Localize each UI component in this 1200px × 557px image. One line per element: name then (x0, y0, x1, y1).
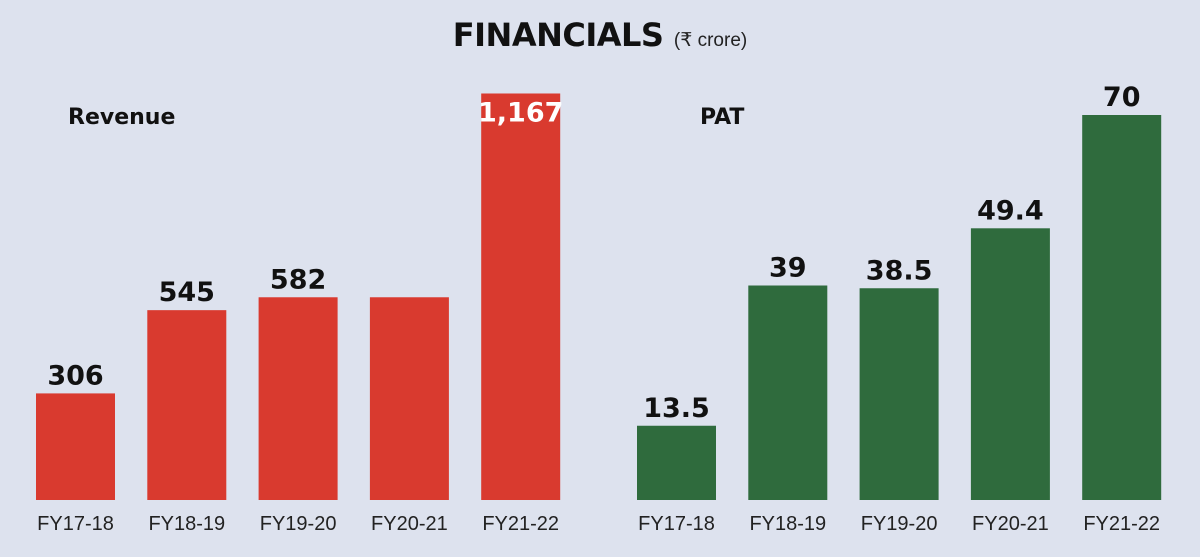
revenue-bar-fy20-21 (369, 297, 449, 500)
pat-tick-label: FY18-19 (749, 513, 826, 535)
revenue-bar-fy18-19 (147, 310, 227, 500)
pat-title: PAT (700, 105, 744, 130)
pat-chart: PAT 13.5 FY17-18 39 FY18-19 38.5 FY19-20 49.4 FY… (637, 82, 1162, 535)
chart-header: FINANCIALS (₹ crore) (0, 16, 1200, 54)
pat-bar-fy20-21 (970, 228, 1050, 501)
pat-bar-fy17-18 (637, 425, 716, 500)
pat-value-label: 70 (1103, 82, 1141, 113)
revenue-value-label: 1,167 (478, 97, 563, 128)
revenue-bar-fy17-18 (36, 393, 115, 500)
revenue-bar-fy21-22 (481, 93, 561, 501)
revenue-value-label: 545 (159, 277, 215, 308)
pat-value-label: 38.5 (866, 255, 933, 286)
revenue-tick-label: FY21-22 (482, 513, 559, 535)
revenue-title: Revenue (68, 105, 175, 130)
revenue-value-label: 582 (270, 264, 326, 295)
revenue-tick-label: FY19-20 (260, 513, 337, 535)
pat-value-label: 13.5 (643, 393, 710, 424)
revenue-tick-label: FY20-21 (371, 513, 448, 535)
main-title: FINANCIALS (452, 16, 664, 54)
pat-bar-fy19-20 (859, 288, 939, 500)
unit-label: (₹ crore) (673, 30, 748, 51)
revenue-tick-label: FY18-19 (148, 513, 225, 535)
revenue-value-label: 306 (47, 360, 103, 391)
pat-tick-label: FY21-22 (1083, 513, 1160, 535)
pat-value-label: 49.4 (977, 195, 1044, 226)
pat-bar-fy21-22 (1082, 115, 1162, 500)
revenue-chart: Revenue 306 FY17-18 545 FY18-19 582 FY19-20 FY2… (36, 93, 563, 535)
pat-value-label: 39 (769, 253, 807, 284)
pat-tick-label: FY20-21 (972, 513, 1049, 535)
revenue-tick-label: FY17-18 (37, 513, 114, 535)
revenue-bar-fy19-20 (258, 297, 338, 500)
pat-tick-label: FY17-18 (638, 513, 715, 535)
pat-tick-label: FY19-20 (861, 513, 938, 535)
pat-bar-fy18-19 (748, 285, 828, 500)
